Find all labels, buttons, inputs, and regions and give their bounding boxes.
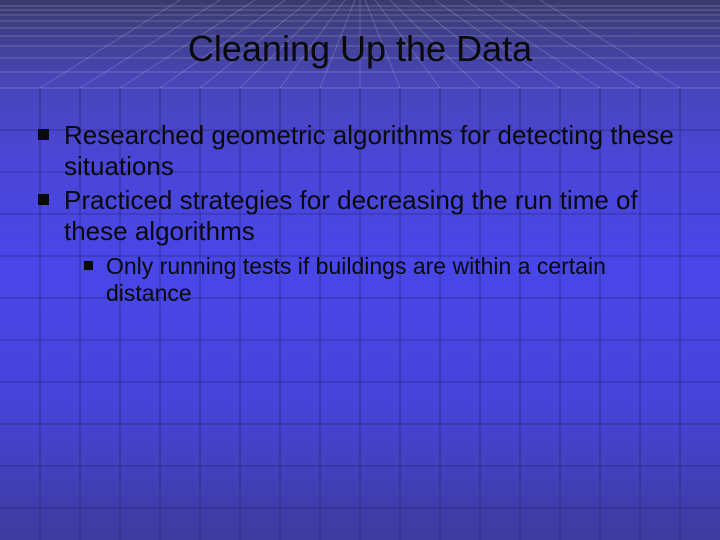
bullet-item: Researched geometric algorithms for dete… <box>38 120 690 181</box>
slide-title: Cleaning Up the Data <box>0 28 720 70</box>
sub-bullet-item: Only running tests if buildings are with… <box>84 253 690 308</box>
slide-content: Researched geometric algorithms for dete… <box>38 120 690 308</box>
slide: Cleaning Up the Data Researched geometri… <box>0 0 720 540</box>
bullet-item: Practiced strategies for decreasing the … <box>38 185 690 246</box>
